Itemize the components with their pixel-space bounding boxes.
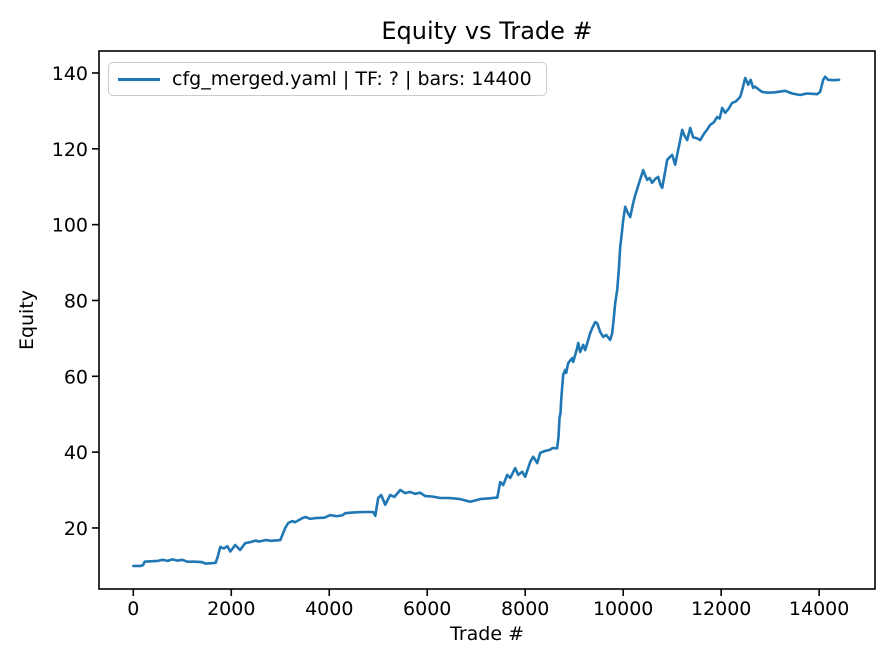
legend: cfg_merged.yaml | TF: ? | bars: 14400 xyxy=(108,62,547,96)
y-tick-label: 80 xyxy=(64,290,88,312)
legend-label: cfg_merged.yaml | TF: ? | bars: 14400 xyxy=(172,68,532,90)
x-tick-label: 12000 xyxy=(691,598,751,620)
x-tick-label: 2000 xyxy=(207,598,255,620)
y-tick-label: 100 xyxy=(52,215,88,237)
y-tick-label: 120 xyxy=(52,139,88,161)
y-tick-label: 60 xyxy=(64,366,88,388)
x-tick-label: 4000 xyxy=(305,598,353,620)
legend-line-swatch xyxy=(118,77,160,81)
equity-line xyxy=(132,75,841,568)
x-tick-label: 0 xyxy=(127,598,139,620)
axes-frame xyxy=(98,50,876,590)
y-axis-ticks: 20 40 60 80 100 120 140 xyxy=(52,63,99,540)
y-tick-label: 140 xyxy=(52,63,88,85)
x-axis-label: Trade # xyxy=(450,623,524,645)
y-axis-label: Equity xyxy=(16,289,38,351)
y-tick-label: 20 xyxy=(64,518,88,540)
y-tick-label: 40 xyxy=(64,442,88,464)
x-axis-ticks: 0 2000 4000 6000 8000 10000 12000 14000 xyxy=(127,589,849,620)
x-tick-label: 8000 xyxy=(501,598,549,620)
x-tick-label: 14000 xyxy=(789,598,849,620)
x-tick-label: 10000 xyxy=(593,598,653,620)
x-tick-label: 6000 xyxy=(403,598,451,620)
chart-title: Equity vs Trade # xyxy=(381,17,593,45)
